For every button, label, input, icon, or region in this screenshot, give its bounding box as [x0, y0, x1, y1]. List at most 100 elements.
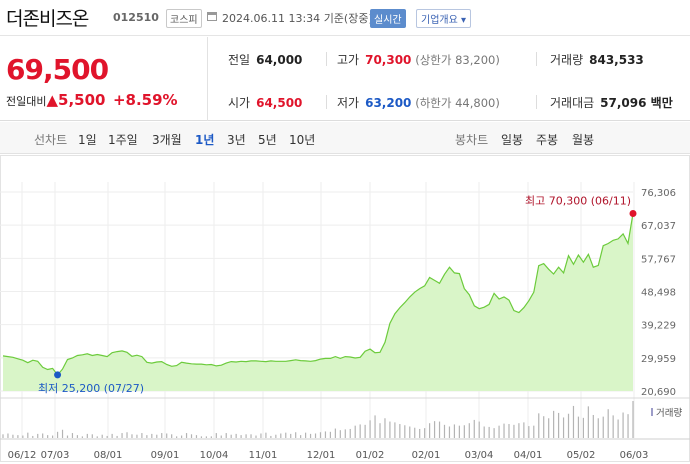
volume-bar	[295, 432, 297, 438]
volume-bar	[116, 435, 118, 438]
volume-bar	[448, 426, 451, 438]
volume-bar	[488, 426, 490, 438]
volume-bar	[121, 433, 123, 438]
volume-bar	[265, 432, 267, 438]
volume-bar	[602, 416, 604, 438]
volume-bar	[32, 435, 34, 438]
period-3m[interactable]: 3개월	[152, 133, 182, 147]
candle-weekly[interactable]: 주봉	[536, 133, 559, 147]
volume-bar	[493, 428, 495, 438]
volume-bar	[473, 419, 475, 438]
stat-high: 고가 70,300 (상한가 83,200)	[337, 53, 500, 67]
volume-bar	[131, 434, 133, 438]
volume-bar	[260, 433, 262, 438]
volume-bar	[478, 421, 480, 438]
volume-bar	[364, 424, 366, 438]
volume-bar	[617, 419, 619, 438]
candle-daily[interactable]: 일봉	[501, 133, 524, 147]
volume-bar	[567, 413, 570, 438]
volume-bar	[632, 401, 634, 438]
volume-legend-swatch	[651, 408, 653, 416]
stat-amount: 거래대금 57,096 백만	[550, 96, 673, 110]
price-chart: 76,306 67,037 57,767 48,498 39,229 29,959 20,6…	[0, 155, 690, 462]
volume-bar	[513, 424, 515, 438]
min-marker	[54, 371, 62, 379]
volume-bar	[354, 425, 356, 438]
stock-name: 더존비즈온	[6, 8, 89, 30]
volume-bar	[96, 436, 98, 438]
volume-bar	[230, 434, 232, 438]
y-tick-label: 29,959	[641, 354, 676, 365]
period-1w[interactable]: 1주일	[108, 133, 138, 147]
price-area	[3, 213, 633, 391]
current-price: 69,500	[6, 53, 109, 86]
volume-bar	[334, 428, 336, 438]
volume-bar	[592, 414, 594, 438]
x-tick-label: 08/01	[94, 450, 123, 461]
period-5y[interactable]: 5년	[258, 133, 277, 147]
volume-bar	[285, 432, 287, 438]
y-tick-label: 48,498	[641, 288, 676, 299]
y-tick-label: 39,229	[641, 321, 676, 332]
volume-bar	[205, 436, 207, 438]
volume-bar	[220, 435, 222, 438]
volume-bar	[280, 433, 282, 438]
volume-bar	[344, 429, 346, 438]
volume-bar	[528, 426, 530, 438]
period-1y[interactable]: 1년	[195, 133, 215, 147]
stock-code: 012510	[113, 11, 159, 24]
volume-bar	[290, 433, 292, 438]
volume-bar	[419, 428, 421, 438]
candle-monthly[interactable]: 월봉	[572, 133, 595, 147]
volume-bar	[394, 422, 396, 438]
volume-bar	[52, 435, 54, 438]
y-tick-label: 20,690	[641, 387, 676, 398]
volume-bar	[508, 424, 510, 438]
divider	[207, 37, 208, 121]
volume-bar	[379, 423, 381, 438]
y-tick-label: 57,767	[641, 254, 676, 265]
y-tick-label: 76,306	[641, 188, 676, 199]
stat-open: 시가 64,500	[228, 96, 303, 110]
price-change: 전일대비▲5,500 +8.59%	[6, 91, 178, 109]
volume-bar	[245, 434, 247, 438]
volume-bar	[597, 418, 599, 438]
x-tick-label: 06/03	[620, 450, 649, 461]
volume-bar	[314, 433, 317, 438]
volume-bar	[329, 431, 332, 438]
stat-low: 저가 63,200 (하한가 44,800)	[337, 96, 500, 110]
volume-bar	[572, 405, 575, 438]
volume-bar	[37, 433, 39, 438]
volume-bar	[136, 434, 138, 438]
volume-bar	[235, 433, 237, 438]
stat-volume: 거래량 843,533	[550, 53, 644, 67]
volume-bar	[111, 433, 113, 438]
period-1d[interactable]: 1일	[78, 133, 97, 147]
period-10y[interactable]: 10년	[289, 133, 316, 147]
volume-bar	[429, 423, 431, 438]
volume-bar	[171, 434, 173, 438]
volume-bar	[587, 406, 589, 438]
change-amount: ▲5,500	[46, 91, 106, 109]
x-tick-label: 03/04	[465, 450, 494, 461]
period-3y[interactable]: 3년	[227, 133, 246, 147]
volume-bar	[240, 435, 242, 438]
volume-bar	[12, 434, 14, 438]
volume-bar	[17, 435, 19, 438]
realtime-button[interactable]: 실시간	[370, 9, 406, 28]
volume-bar	[275, 434, 277, 438]
volume-bar	[374, 415, 376, 438]
volume-bar	[523, 422, 525, 438]
x-tick-label: 12/01	[307, 450, 336, 461]
volume-bar	[141, 433, 143, 438]
volume-bar	[622, 412, 624, 438]
volume-bar	[562, 417, 565, 438]
volume-bar	[414, 427, 416, 438]
volume-bar	[180, 435, 183, 438]
x-tick-label: 11/01	[249, 450, 278, 461]
max-label: 최고 70,300 (06/11)	[525, 194, 631, 207]
volume-bar	[503, 423, 505, 438]
company-info-dropdown[interactable]: 기업개요 ▾	[416, 9, 471, 28]
volume-bar	[612, 415, 614, 438]
calendar-icon	[207, 12, 217, 21]
